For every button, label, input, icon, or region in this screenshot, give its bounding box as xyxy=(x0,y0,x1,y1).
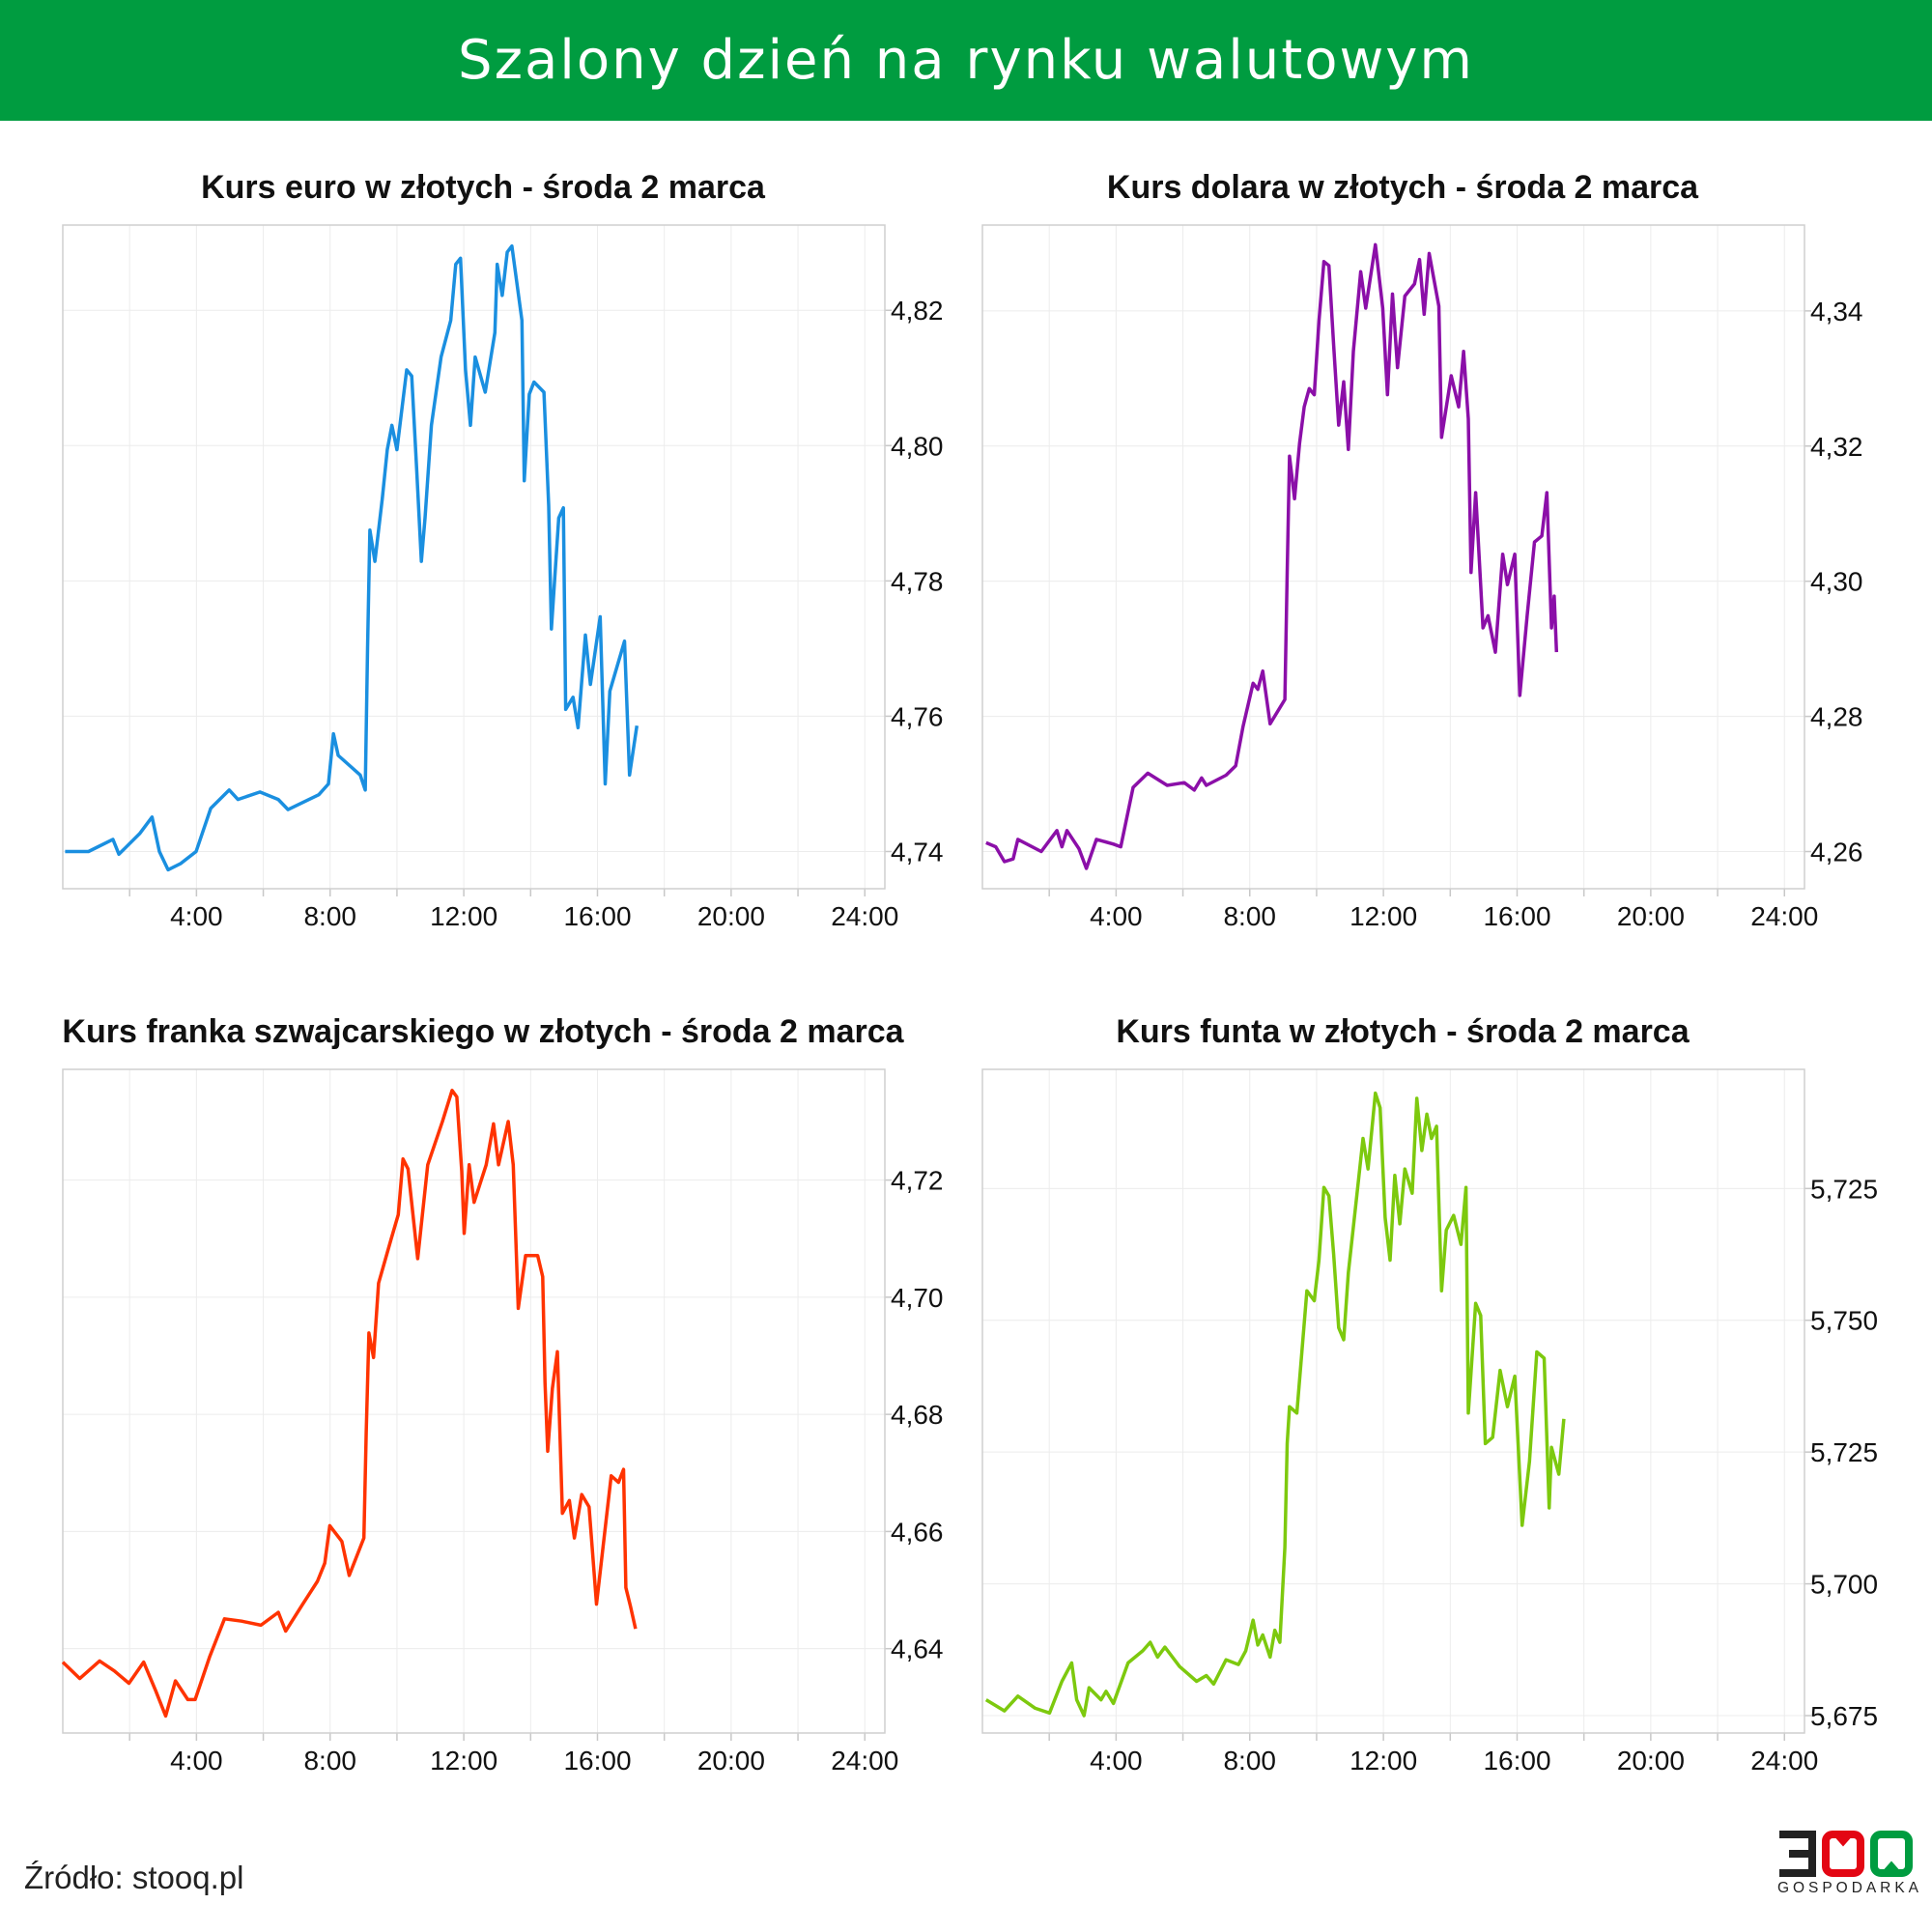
series-line xyxy=(985,242,1559,870)
chart-pound: Kurs funta w złotych - środa 2 marca 5,6… xyxy=(920,1013,1886,1863)
plot-frame xyxy=(981,224,1805,890)
y-tick-label: 4,28 xyxy=(1810,702,1863,732)
x-tick-label: 24:00 xyxy=(1750,1746,1818,1776)
y-tick-label: 4,70 xyxy=(891,1283,944,1313)
y-tick-label: 4,32 xyxy=(1810,432,1863,462)
y-tick-label: 5,725 xyxy=(1810,1437,1878,1467)
chart-title: Kurs dolara w złotych - środa 2 marca xyxy=(1106,169,1699,206)
x-tick-label: 12:00 xyxy=(430,901,497,931)
x-tick-label: 20:00 xyxy=(697,901,765,931)
plot-frame xyxy=(62,224,886,890)
y-tick-label: 4,72 xyxy=(891,1166,944,1196)
chart-plot: 4,74 4,76 4,78 4,80 4,82 4:00 8:00 12:00 16:00 20… xyxy=(62,224,944,931)
y-tick-label: 4,66 xyxy=(891,1517,944,1547)
series-line xyxy=(984,1091,1566,1718)
x-tick-label: 8:00 xyxy=(303,901,356,931)
y-tick-label: 4,82 xyxy=(891,296,944,326)
x-tick-label: 12:00 xyxy=(1350,901,1417,931)
series-line xyxy=(65,243,639,872)
chart-plot: 4,26 4,28 4,30 4,32 4,34 4:00 8:00 12:00 16:00 20… xyxy=(981,224,1863,931)
chart-dollar: Kurs dolara w złotych - środa 2 marca 4,… xyxy=(920,169,1886,1019)
x-tick-label: 20:00 xyxy=(697,1746,765,1776)
y-tick-label: 4,78 xyxy=(891,566,944,596)
x-tick-label: 16:00 xyxy=(1483,901,1550,931)
y-tick-label: 5,675 xyxy=(1810,1701,1878,1731)
y-tick-label: 4,76 xyxy=(891,701,944,731)
chart-title: Kurs funta w złotych - środa 2 marca xyxy=(1116,1013,1690,1050)
x-tick-label: 16:00 xyxy=(563,1746,631,1776)
x-tick-label: 8:00 xyxy=(1223,901,1276,931)
y-tick-label: 4,80 xyxy=(891,431,944,461)
y-tick-label: 4,34 xyxy=(1810,297,1863,327)
chart-plot: 4,64 4,66 4,68 4,70 4,72 4:00 8:00 12:00 16:00 20… xyxy=(61,1068,944,1776)
x-tick-label: 12:00 xyxy=(430,1746,497,1776)
y-tick-label: 4,26 xyxy=(1810,838,1863,867)
y-tick-label: 5,750 xyxy=(1810,1306,1878,1336)
y-tick-label: 4,68 xyxy=(891,1400,944,1430)
x-tick-label: 8:00 xyxy=(1223,1746,1276,1776)
series-line xyxy=(61,1089,638,1719)
x-tick-label: 8:00 xyxy=(303,1746,356,1776)
x-tick-label: 4:00 xyxy=(1090,901,1143,931)
header-banner: Szalony dzień na rynku walutowym xyxy=(0,0,1932,121)
chart-title: Kurs euro w złotych - środa 2 marca xyxy=(201,169,765,206)
x-tick-label: 20:00 xyxy=(1617,1746,1685,1776)
x-tick-label: 4:00 xyxy=(170,901,223,931)
y-tick-label: 4,30 xyxy=(1810,567,1863,597)
source-note: Źródło: stooq.pl xyxy=(24,1860,244,1895)
x-tick-label: 16:00 xyxy=(1483,1746,1550,1776)
x-tick-label: 16:00 xyxy=(563,901,631,931)
x-tick-label: 20:00 xyxy=(1617,901,1685,931)
chart-euro: Kurs euro w złotych - środa 2 marca 4,74… xyxy=(0,169,966,1019)
logo-icon: GOSPODARKA xyxy=(1777,1831,1919,1896)
y-tick-label: 4,74 xyxy=(891,837,944,867)
x-tick-label: 24:00 xyxy=(1750,901,1818,931)
chart-franc: Kurs franka szwajcarskiego w złotych - ś… xyxy=(0,1013,966,1863)
y-tick-label: 5,725 xyxy=(1810,1174,1878,1204)
x-tick-label: 4:00 xyxy=(170,1746,223,1776)
chart-title: Kurs franka szwajcarskiego w złotych - ś… xyxy=(62,1013,904,1050)
x-tick-label: 24:00 xyxy=(831,1746,898,1776)
plot-frame xyxy=(981,1068,1805,1734)
page-title: Szalony dzień na rynku walutowym xyxy=(458,29,1474,92)
x-tick-label: 4:00 xyxy=(1090,1746,1143,1776)
plot-frame xyxy=(62,1068,886,1734)
y-tick-label: 5,700 xyxy=(1810,1570,1878,1600)
x-tick-label: 24:00 xyxy=(831,901,898,931)
chart-plot: 5,675 5,700 5,725 5,750 5,725 4:00 8:00 12:00 16… xyxy=(981,1068,1878,1776)
y-tick-label: 4,64 xyxy=(891,1634,944,1664)
x-tick-label: 12:00 xyxy=(1350,1746,1417,1776)
svg-text:GOSPODARKA: GOSPODARKA xyxy=(1777,1880,1919,1896)
logo-300-gospodarka: GOSPODARKA xyxy=(1776,1829,1920,1896)
